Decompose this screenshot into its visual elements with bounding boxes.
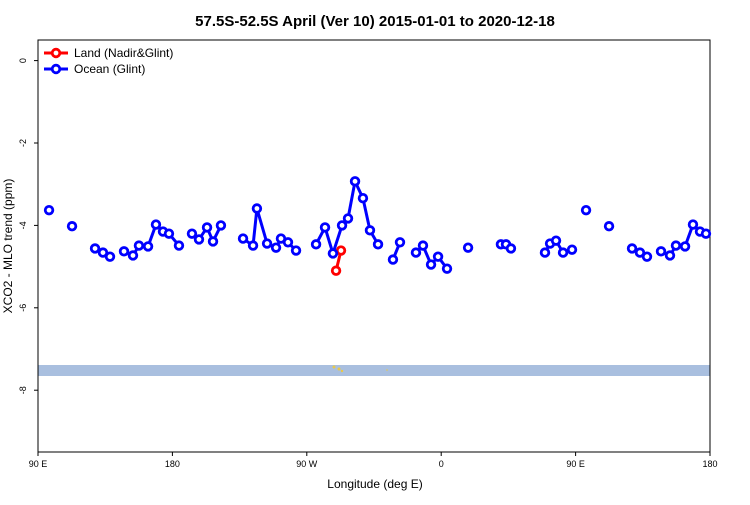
data-point	[687, 219, 699, 230]
data-point	[664, 250, 676, 261]
data-point	[580, 204, 592, 216]
data-point	[173, 240, 185, 251]
data-point	[372, 239, 384, 250]
data-point	[133, 240, 145, 251]
data-point	[261, 238, 273, 249]
data-point	[247, 240, 259, 251]
data-point	[557, 247, 569, 258]
data-point	[670, 240, 682, 251]
data-point	[327, 248, 339, 259]
data-point	[505, 243, 517, 254]
data-point	[127, 250, 139, 261]
data-point	[417, 240, 429, 251]
land-speck	[340, 369, 344, 373]
x-tick-label: 0	[439, 459, 444, 469]
data-point	[603, 221, 615, 232]
data-point	[342, 213, 354, 224]
data-point	[215, 220, 227, 231]
legend-marker	[50, 47, 62, 59]
data-point	[207, 236, 219, 247]
data-point	[566, 244, 578, 255]
data-point	[539, 247, 551, 258]
y-tick-label: -4	[18, 221, 28, 229]
data-point	[319, 222, 331, 233]
y-tick-label: 0	[18, 58, 28, 63]
data-point	[330, 265, 342, 276]
data-point	[118, 246, 130, 257]
data-point	[432, 251, 444, 262]
data-point	[655, 246, 667, 257]
data-point	[410, 247, 422, 258]
data-point	[387, 254, 399, 265]
data-point	[43, 204, 55, 216]
plot-frame	[37, 39, 711, 453]
data-point	[336, 220, 348, 231]
x-tick-label: 90 E	[29, 459, 48, 469]
legend-label: Ocean (Glint)	[74, 62, 145, 76]
data-point	[550, 235, 562, 246]
x-axis-label: Longitude (deg E)	[327, 477, 422, 491]
x-tick-label: 90 E	[566, 459, 585, 469]
land-speck	[337, 367, 341, 371]
y-tick-label: -2	[18, 139, 28, 147]
data-point	[201, 222, 213, 233]
data-point	[441, 263, 453, 274]
land-speck	[332, 365, 336, 369]
data-point	[150, 219, 162, 230]
x-tick-label: 180	[165, 459, 180, 469]
data-point	[104, 251, 116, 262]
data-point	[626, 243, 638, 254]
x-tick-label: 90 W	[296, 459, 318, 469]
series-line	[94, 176, 707, 270]
data-point	[349, 176, 361, 187]
x-tick-label: 180	[702, 459, 717, 469]
land-speck	[386, 369, 388, 371]
land-mask-strip	[38, 365, 710, 376]
data-point	[237, 233, 249, 244]
chart-title: 57.5S-52.5S April (Ver 10) 2015-01-01 to…	[195, 13, 555, 30]
y-axis-label: XCO2 - MLO trend (ppm)	[1, 179, 15, 314]
data-point	[462, 242, 474, 253]
data-point	[282, 237, 294, 248]
data-point	[634, 247, 646, 258]
data-point	[290, 245, 302, 256]
legend-marker	[50, 63, 62, 75]
y-tick-label: -8	[18, 386, 28, 394]
data-point	[425, 259, 437, 270]
data-point	[66, 221, 78, 232]
data-point	[97, 247, 109, 258]
data-point	[193, 234, 205, 245]
data-point	[310, 239, 322, 250]
data-point	[89, 243, 101, 254]
data-point	[270, 242, 282, 253]
data-point	[163, 228, 175, 239]
data-point	[142, 241, 154, 252]
data-point	[335, 245, 347, 256]
legend-label: Land (Nadir&Glint)	[74, 46, 173, 60]
data-point	[364, 225, 376, 236]
data-point	[679, 241, 691, 252]
data-point	[641, 251, 653, 262]
data-point	[700, 228, 712, 239]
data-point	[186, 228, 198, 239]
y-tick-label: -6	[18, 304, 28, 312]
data-point	[394, 237, 406, 248]
data-point	[357, 193, 369, 204]
data-point	[251, 203, 263, 214]
